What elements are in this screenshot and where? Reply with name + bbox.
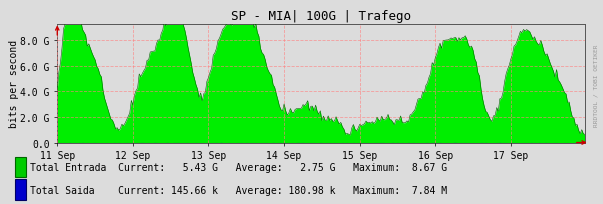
Title: SP - MIA| 100G | Trafego: SP - MIA| 100G | Trafego: [231, 10, 411, 23]
Text: Total Entrada  Current:   5.43 G   Average:   2.75 G   Maximum:  8.67 G: Total Entrada Current: 5.43 G Average: 2…: [30, 162, 447, 172]
Y-axis label: bits per second: bits per second: [9, 40, 19, 128]
Text: Total Saida    Current: 145.66 k   Average: 180.98 k   Maximum:  7.84 M: Total Saida Current: 145.66 k Average: 1…: [30, 185, 447, 195]
Text: RRDTOOL / TOBI OETIKER: RRDTOOL / TOBI OETIKER: [593, 45, 598, 127]
